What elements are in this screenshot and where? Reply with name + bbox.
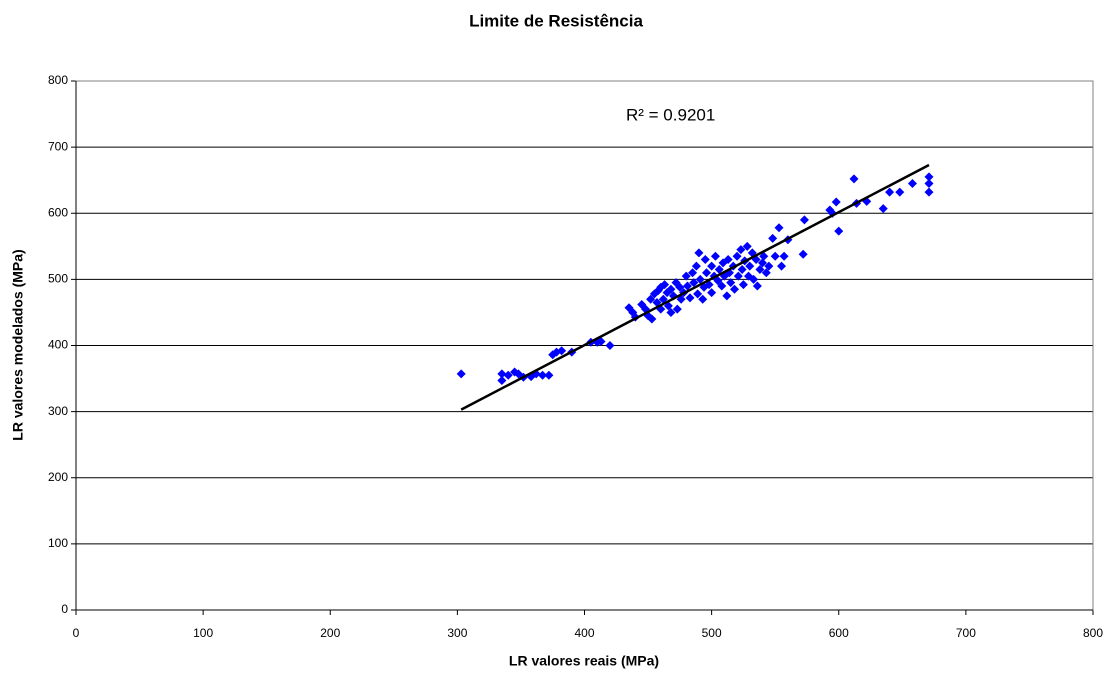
point <box>713 276 723 286</box>
point <box>693 289 703 299</box>
point <box>685 293 695 303</box>
point <box>726 278 736 288</box>
point <box>757 258 767 268</box>
point <box>688 268 698 278</box>
point <box>755 264 765 274</box>
point <box>798 249 808 259</box>
point <box>646 294 656 304</box>
point <box>689 278 699 288</box>
point <box>681 271 691 281</box>
point <box>666 284 676 294</box>
point <box>707 261 717 271</box>
x-tick-label: 500 <box>702 626 722 640</box>
point <box>924 187 934 197</box>
point <box>737 264 747 274</box>
point <box>707 288 717 298</box>
point <box>596 337 606 347</box>
point <box>895 187 905 197</box>
point <box>672 304 682 314</box>
point <box>878 204 888 214</box>
point <box>742 241 752 251</box>
point <box>497 369 507 379</box>
x-tick-label: 200 <box>320 626 340 640</box>
point <box>666 307 676 317</box>
x-tick-label: 600 <box>829 626 849 640</box>
point <box>834 226 844 236</box>
point <box>749 274 759 284</box>
point <box>557 346 567 356</box>
point <box>768 233 778 243</box>
point <box>544 370 554 380</box>
point <box>710 251 720 261</box>
point <box>761 268 771 278</box>
y-axis-title: LR valores modelados (MPa) <box>10 249 26 440</box>
point <box>456 369 466 379</box>
point <box>717 281 727 291</box>
point <box>738 280 748 290</box>
point <box>497 376 507 386</box>
point <box>700 255 710 265</box>
y-tick-label: 100 <box>48 536 68 550</box>
point <box>736 245 746 255</box>
annotation: R² = 0.9201 <box>626 105 715 124</box>
y-tick-label: 300 <box>48 404 68 418</box>
x-tick-label: 100 <box>193 626 213 640</box>
point <box>924 172 934 182</box>
x-tick-label: 300 <box>447 626 467 640</box>
x-tick-label: 400 <box>574 626 594 640</box>
point <box>779 251 789 261</box>
point <box>774 223 784 233</box>
point <box>675 282 685 292</box>
point <box>722 291 732 301</box>
y-tick-label: 800 <box>48 73 68 87</box>
y-tick-label: 200 <box>48 470 68 484</box>
point <box>770 251 780 261</box>
point <box>733 271 743 281</box>
y-tick-label: 500 <box>48 272 68 286</box>
point <box>849 174 859 184</box>
point <box>723 255 733 265</box>
point <box>605 341 615 350</box>
point <box>732 251 742 261</box>
y-tick-label: 0 <box>61 602 68 616</box>
y-tick-label: 400 <box>48 338 68 352</box>
point <box>702 268 712 278</box>
y-tick-label: 600 <box>48 205 68 219</box>
point <box>538 370 548 380</box>
point <box>907 178 917 188</box>
point <box>745 261 755 271</box>
point <box>777 261 787 271</box>
point <box>831 197 841 207</box>
point <box>647 314 657 324</box>
y-tick-label: 700 <box>48 139 68 153</box>
point <box>691 261 701 271</box>
point <box>714 264 724 274</box>
point <box>694 248 704 258</box>
point <box>759 251 769 261</box>
trendline <box>460 163 930 411</box>
point <box>799 215 809 225</box>
point <box>730 284 740 294</box>
point <box>698 294 708 304</box>
chart-title: Limite de Resistência <box>469 11 643 30</box>
point <box>503 370 513 380</box>
point <box>660 280 670 290</box>
point <box>924 178 934 188</box>
point <box>682 281 692 291</box>
point <box>752 281 762 291</box>
point <box>695 274 705 284</box>
point <box>764 261 774 271</box>
point <box>885 187 895 197</box>
x-axis-title: LR valores reais (MPa) <box>509 653 659 669</box>
x-tick-label: 800 <box>1083 626 1103 640</box>
x-tick-label: 0 <box>73 626 80 640</box>
x-tick-label: 700 <box>956 626 976 640</box>
